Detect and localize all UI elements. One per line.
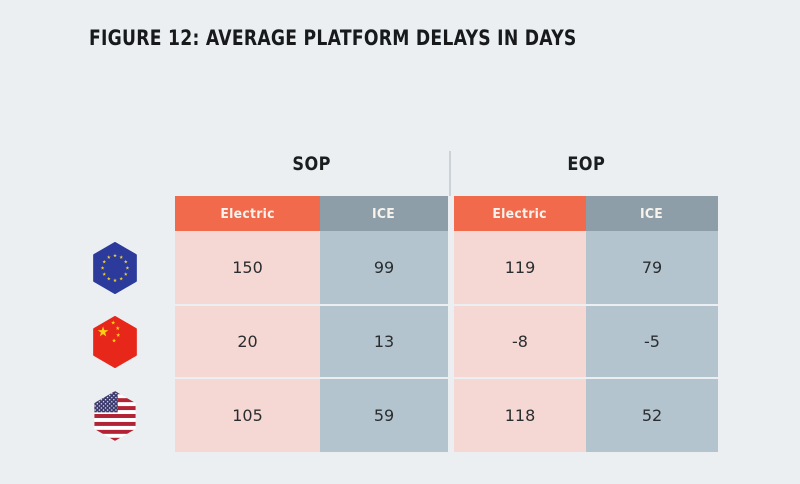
header-eop-electric: Electric <box>454 196 586 231</box>
cell-usa-sop-electric: 105 <box>175 379 320 452</box>
cell-usa-sop-ice: 59 <box>320 379 448 452</box>
header-eop-ice: ICE <box>586 196 718 231</box>
china-flag-icon <box>93 316 137 368</box>
cell-eu-sop-ice: 99 <box>320 231 448 304</box>
eu-flag-icon <box>93 242 137 294</box>
figure-title: FIGURE 12: AVERAGE PLATFORM DELAYS IN DA… <box>89 26 577 50</box>
cell-eu-sop-electric: 150 <box>175 231 320 304</box>
cell-china-sop-electric: 20 <box>175 306 320 377</box>
header-sop-electric: Electric <box>175 196 320 231</box>
header-sop-ice: ICE <box>320 196 448 231</box>
group-label-eop: EOP <box>567 153 605 175</box>
cell-china-sop-ice: 13 <box>320 306 448 377</box>
cell-eu-eop-electric: 119 <box>454 231 586 304</box>
cell-eu-eop-ice: 79 <box>586 231 718 304</box>
cell-china-eop-electric: -8 <box>454 306 586 377</box>
usa-flag-icon <box>94 391 136 441</box>
cell-usa-eop-ice: 52 <box>586 379 718 452</box>
group-label-sop: SOP <box>292 153 331 175</box>
cell-usa-eop-electric: 118 <box>454 379 586 452</box>
group-divider-line <box>449 151 451 196</box>
cell-china-eop-ice: -5 <box>586 306 718 377</box>
